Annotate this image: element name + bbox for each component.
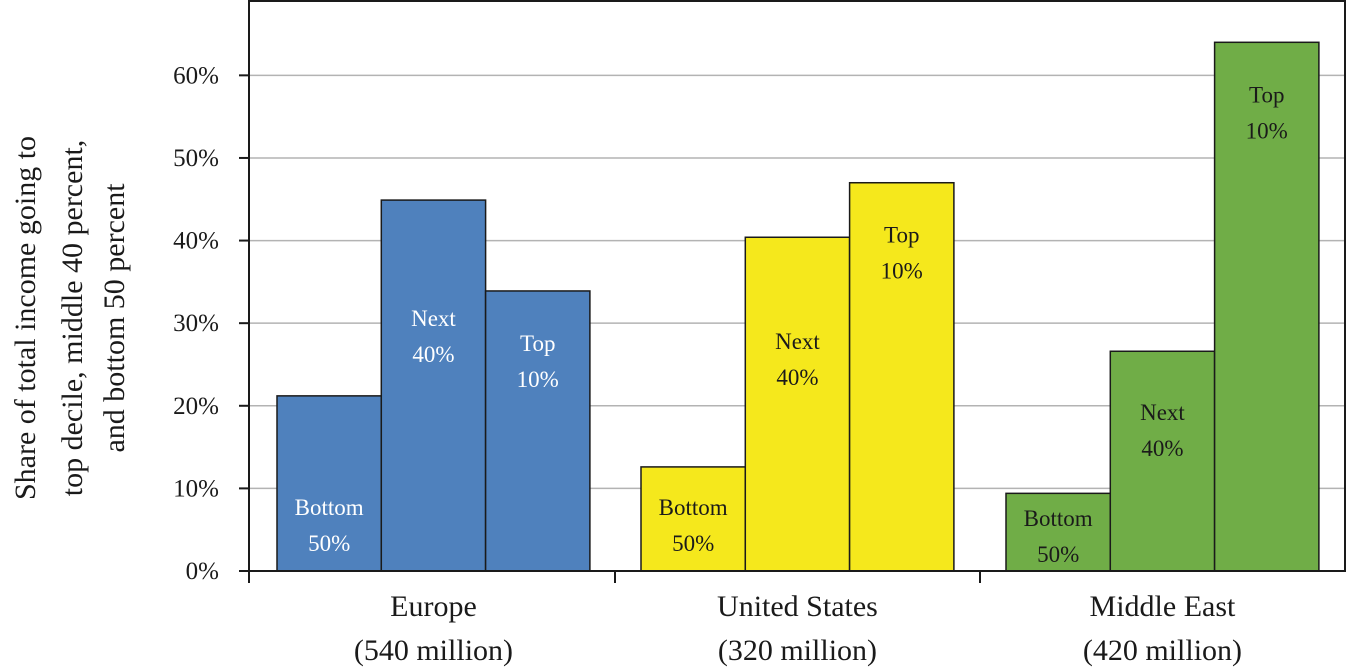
bar-label-line-1: Next xyxy=(1140,400,1185,425)
bar-label-line-1: Top xyxy=(1249,82,1284,107)
bar-label-line-2: 10% xyxy=(517,367,559,392)
y-tick-label: 10% xyxy=(173,475,219,502)
y-axis-label-line-2: top decile, middle 40 percent, xyxy=(56,140,89,497)
category-sublabel: (540 million) xyxy=(354,634,513,667)
bar-united-states-next xyxy=(744,236,851,572)
bar-label-line-2: 40% xyxy=(412,342,454,367)
bar-middle-east-next xyxy=(1109,350,1216,572)
y-tick-label: 40% xyxy=(173,228,219,255)
bar-europe-next xyxy=(380,199,487,572)
bars xyxy=(276,41,1320,572)
bar-label-line-2: 50% xyxy=(1037,542,1079,567)
bar-label-line-1: Top xyxy=(520,331,555,356)
y-tick-labels: 0% 10% 20% 30% 40% 50% 60% xyxy=(173,62,249,585)
bar-label-line-2: 10% xyxy=(881,259,923,284)
bar-label-line-1: Bottom xyxy=(1024,506,1093,531)
plot-frame xyxy=(248,0,1346,572)
bar-middle-east-bottom xyxy=(1005,492,1112,572)
y-tick-label: 20% xyxy=(173,393,219,420)
bar-united-states-bottom xyxy=(640,466,747,572)
bar-label-line-2: 10% xyxy=(1246,118,1288,143)
bar-label-line-2: 50% xyxy=(672,531,714,556)
y-tick-label: 30% xyxy=(173,310,219,337)
y-tick-label: 50% xyxy=(173,145,219,172)
bar-label-line-1: Next xyxy=(775,329,820,354)
bar-label-line-1: Top xyxy=(884,223,919,248)
category-sublabel: (320 million) xyxy=(718,634,877,667)
category-label: Europe xyxy=(390,590,477,623)
bar-label-line-1: Bottom xyxy=(659,495,728,520)
y-axis-label: Share of total income going to top decil… xyxy=(9,136,131,500)
bar-labels: Bottom 50% Next 40% Top 10% Bottom 50% Next 40% To… xyxy=(295,82,1288,567)
category-label: Middle East xyxy=(1090,590,1236,623)
y-axis-label-line-3: and bottom 50 percent xyxy=(98,183,131,453)
category-labels: Europe (540 million) United States (320 mil… xyxy=(354,590,1242,667)
category-label: United States xyxy=(717,590,878,623)
bar-label-line-2: 40% xyxy=(776,365,818,390)
y-tick-label: 0% xyxy=(186,558,219,585)
bar-label-line-2: 40% xyxy=(1141,436,1183,461)
y-tick-label: 60% xyxy=(173,62,219,89)
bar-label-line-1: Bottom xyxy=(295,495,364,520)
bar-united-states-top xyxy=(848,181,955,572)
bar-label-line-2: 50% xyxy=(308,531,350,556)
bar-europe-top xyxy=(484,290,591,572)
y-axis-label-line-1: Share of total income going to xyxy=(9,136,42,500)
axes xyxy=(248,0,1346,583)
bar-label-line-1: Next xyxy=(411,306,456,331)
category-sublabel: (420 million) xyxy=(1083,634,1242,667)
